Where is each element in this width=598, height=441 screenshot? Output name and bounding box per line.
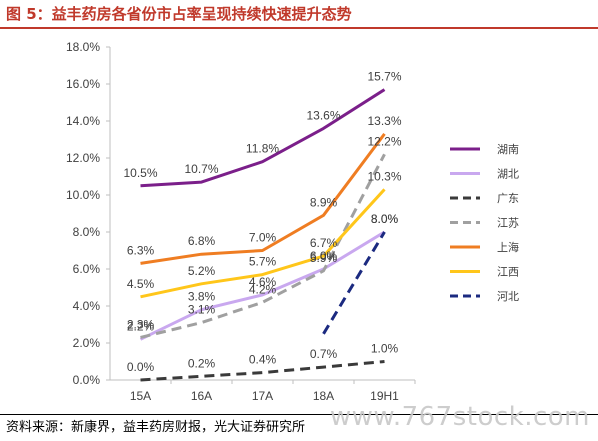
chart-lines: [139, 88, 386, 382]
data-label: 6.0%: [310, 249, 338, 263]
y-tick-label: 16.0%: [66, 77, 100, 91]
source-note: 资料来源：新康界，益丰药房财报，光大证券研究所: [6, 420, 306, 435]
line-chart: 0.0% 2.0% 4.0% 6.0% 8.0% 10.0% 12.0% 14.0% 16.0%…: [66, 40, 519, 403]
data-label: 15.7%: [367, 70, 401, 84]
data-label: 8.0%: [371, 212, 399, 226]
series-line-江西: [140, 188, 386, 299]
data-label: 5.7%: [249, 255, 277, 269]
data-label: 10.7%: [184, 162, 218, 176]
y-tick-label: 6.0%: [73, 262, 101, 276]
x-tick-label: 17A: [252, 389, 273, 403]
legend-label-湖南: 湖南: [497, 143, 519, 156]
series-line-湖南: [140, 88, 386, 188]
data-label: 10.5%: [123, 166, 157, 180]
data-label: 10.3%: [367, 169, 401, 183]
data-label: 8.9%: [310, 195, 338, 209]
y-tick-label: 18.0%: [66, 40, 100, 54]
data-label: 0.7%: [310, 347, 338, 361]
y-tick-label: 4.0%: [73, 299, 101, 313]
y-tick-label: 8.0%: [73, 225, 101, 239]
legend-label-湖北: 湖北: [497, 168, 519, 181]
data-label: 4.2%: [249, 282, 277, 296]
x-tick-label: 15A: [130, 389, 151, 403]
series-line-湖北: [139, 230, 386, 341]
data-label: 2.2%: [127, 319, 155, 333]
x-tick-label: 19H1: [370, 389, 399, 403]
title-rule: [0, 27, 598, 29]
data-label: 6.7%: [310, 236, 338, 250]
chart-axes: 0.0% 2.0% 4.0% 6.0% 8.0% 10.0% 12.0% 14.0% 16.0%…: [66, 40, 416, 403]
data-label: 13.3%: [367, 114, 401, 128]
data-label: 2.3%: [127, 317, 155, 331]
y-tick-label: 2.0%: [73, 336, 101, 350]
chart-data-labels: 10.5% 10.7% 11.8% 13.6% 15.7% 2.2% 3.8% 4.6% 6.0…: [123, 70, 401, 374]
legend-label-河北: 河北: [497, 290, 519, 303]
data-label: 0.4%: [249, 353, 277, 367]
y-tick-label: 12.0%: [66, 151, 100, 165]
data-label: 6.3%: [127, 243, 155, 257]
data-label: 6.8%: [188, 234, 216, 248]
legend-label-江苏: 江苏: [497, 217, 519, 230]
series-line-广东: [140, 360, 385, 382]
data-label: 3.1%: [188, 303, 216, 317]
data-label: 4.5%: [127, 277, 155, 291]
x-tick-label: 18A: [313, 389, 334, 403]
x-tick-label: 16A: [191, 389, 212, 403]
data-label: 4.6%: [249, 275, 277, 289]
series-line-上海: [140, 133, 386, 265]
figure-title: 图 5：益丰药房各省份市占率呈现持续快速提升态势: [6, 5, 352, 23]
footer-rule: [0, 414, 598, 415]
data-label: 0.0%: [127, 360, 155, 374]
data-label: 7.0%: [249, 231, 277, 245]
data-label: 12.2%: [367, 134, 401, 148]
legend-label-广东: 广东: [497, 192, 519, 205]
y-tick-label: 14.0%: [66, 114, 100, 128]
series-line-河北: [322, 231, 386, 335]
watermark: www.767stock.com: [329, 402, 590, 432]
y-tick-label: 10.0%: [66, 188, 100, 202]
data-label: 8.0%: [371, 212, 399, 226]
legend-label-江西: 江西: [497, 266, 519, 279]
data-label: 5.9%: [310, 251, 338, 265]
series-line-江苏: [140, 153, 386, 339]
data-label: 0.2%: [188, 356, 216, 370]
data-label: 11.8%: [246, 142, 279, 156]
legend-label-上海: 上海: [497, 240, 519, 254]
y-tick-label: 0.0%: [73, 373, 101, 387]
data-label: 13.6%: [306, 108, 340, 122]
data-label: 1.0%: [371, 342, 399, 356]
data-label: 5.2%: [188, 264, 216, 278]
data-label: 3.8%: [188, 290, 216, 304]
